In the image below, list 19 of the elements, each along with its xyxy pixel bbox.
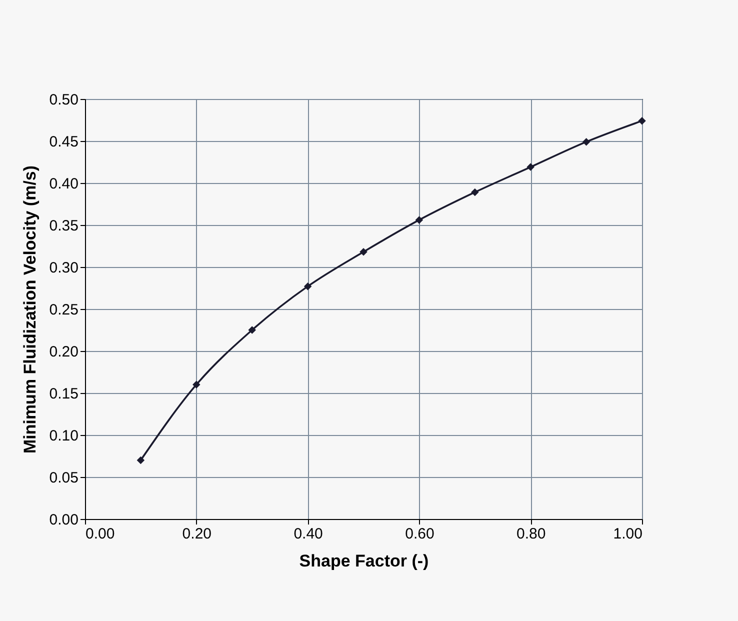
x-axis-title: Shape Factor (-): [299, 552, 429, 570]
y-tick-label: 0.45: [49, 134, 78, 150]
x-tick-label: 1.00: [613, 526, 642, 542]
y-axis-title: Minimum Fluidization Velocity (m/s): [20, 165, 40, 454]
x-tick-label: 0.60: [405, 526, 434, 542]
x-tick-label: 0.00: [86, 526, 115, 542]
y-tick-label: 0.05: [49, 470, 78, 486]
y-tick-label: 0.40: [49, 176, 78, 192]
x-tick-label: 0.80: [516, 526, 546, 542]
y-tick-label: 0.25: [49, 302, 78, 318]
y-tick-label: 0.00: [49, 512, 78, 528]
y-tick-label: 0.10: [49, 428, 78, 444]
x-tick-label: 0.20: [182, 526, 212, 542]
x-tick-label: 0.40: [294, 526, 323, 542]
y-tick-label: 0.50: [49, 92, 78, 108]
y-tick-label: 0.35: [49, 218, 78, 234]
y-tick-label: 0.30: [49, 260, 78, 276]
y-tick-label: 0.15: [49, 386, 78, 402]
y-tick-label: 0.20: [49, 344, 78, 360]
